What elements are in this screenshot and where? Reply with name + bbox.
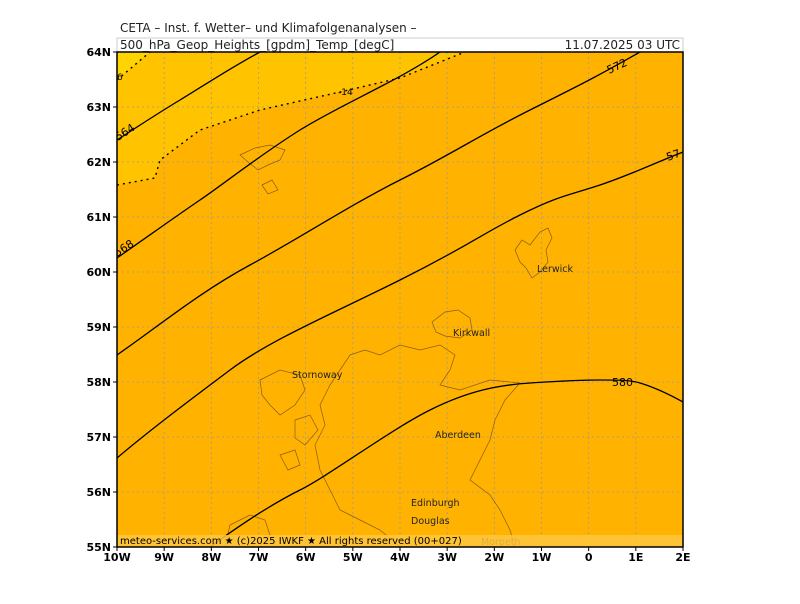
lon-label: 6W xyxy=(296,551,316,564)
faroe xyxy=(239,144,286,195)
footer: meteo-services.com ★ (c)2025 IWKF ★ All … xyxy=(120,536,462,547)
place-label: Edinburgh xyxy=(411,498,460,509)
lat-label: 60N xyxy=(86,266,111,279)
height-contour xyxy=(117,52,641,356)
temperature-label: -14 xyxy=(338,88,353,98)
place-label: Douglas xyxy=(411,516,450,527)
header-valid-time: 11.07.2025 03 UTC xyxy=(565,38,680,52)
lon-label: 7W xyxy=(249,551,269,564)
lat-label: 63N xyxy=(86,101,111,114)
lat-label: 57N xyxy=(86,431,111,444)
scotland xyxy=(314,344,521,547)
place-label: Lerwick xyxy=(537,264,574,275)
lat-label: 64N xyxy=(86,46,111,59)
shetland xyxy=(514,227,553,279)
place-label: Stornoway xyxy=(292,370,343,381)
height-contour xyxy=(117,52,441,259)
lon-label: 1E xyxy=(628,551,643,564)
height-contour xyxy=(117,52,261,141)
height-label: 57 xyxy=(665,147,683,164)
header-institute: CETA – Inst. f. Wetter– und Klimafolgena… xyxy=(120,21,417,35)
header-field: 500_hPa_Geop_Heights_[gpdm]_Temp_[degC] xyxy=(120,38,394,52)
orkney xyxy=(431,309,473,339)
lat-label: 61N xyxy=(86,211,111,224)
lat-label: 56N xyxy=(86,486,111,499)
place-label: Kirkwall xyxy=(453,328,490,339)
lat-label: 58N xyxy=(86,376,111,389)
lon-label: 9W xyxy=(154,551,174,564)
hebrides xyxy=(259,369,319,471)
height-contour xyxy=(209,379,683,547)
height-label: 580 xyxy=(612,376,633,389)
grid xyxy=(117,52,683,547)
lon-label: 10W xyxy=(103,551,130,564)
temp-contour xyxy=(117,52,151,81)
temperature-label: 6 xyxy=(117,73,123,83)
height-contour xyxy=(117,151,683,459)
lon-label: 0 xyxy=(585,551,593,564)
lon-label: 2E xyxy=(675,551,690,564)
lon-label: 2W xyxy=(484,551,504,564)
lon-label: 3W xyxy=(437,551,457,564)
lon-label: 1W xyxy=(532,551,552,564)
lat-label: 62N xyxy=(86,156,111,169)
coastlines xyxy=(224,144,553,547)
temp-contour xyxy=(117,52,466,186)
temp-field xyxy=(117,52,683,547)
lon-label: 5W xyxy=(343,551,363,564)
place-label: Aberdeen xyxy=(435,430,481,441)
lon-label: 4W xyxy=(390,551,410,564)
lat-label: 59N xyxy=(86,321,111,334)
lon-label: 8W xyxy=(201,551,221,564)
lat-label: 55N xyxy=(86,541,111,554)
footer-bar xyxy=(117,535,683,547)
temp-field-colder xyxy=(117,52,150,80)
